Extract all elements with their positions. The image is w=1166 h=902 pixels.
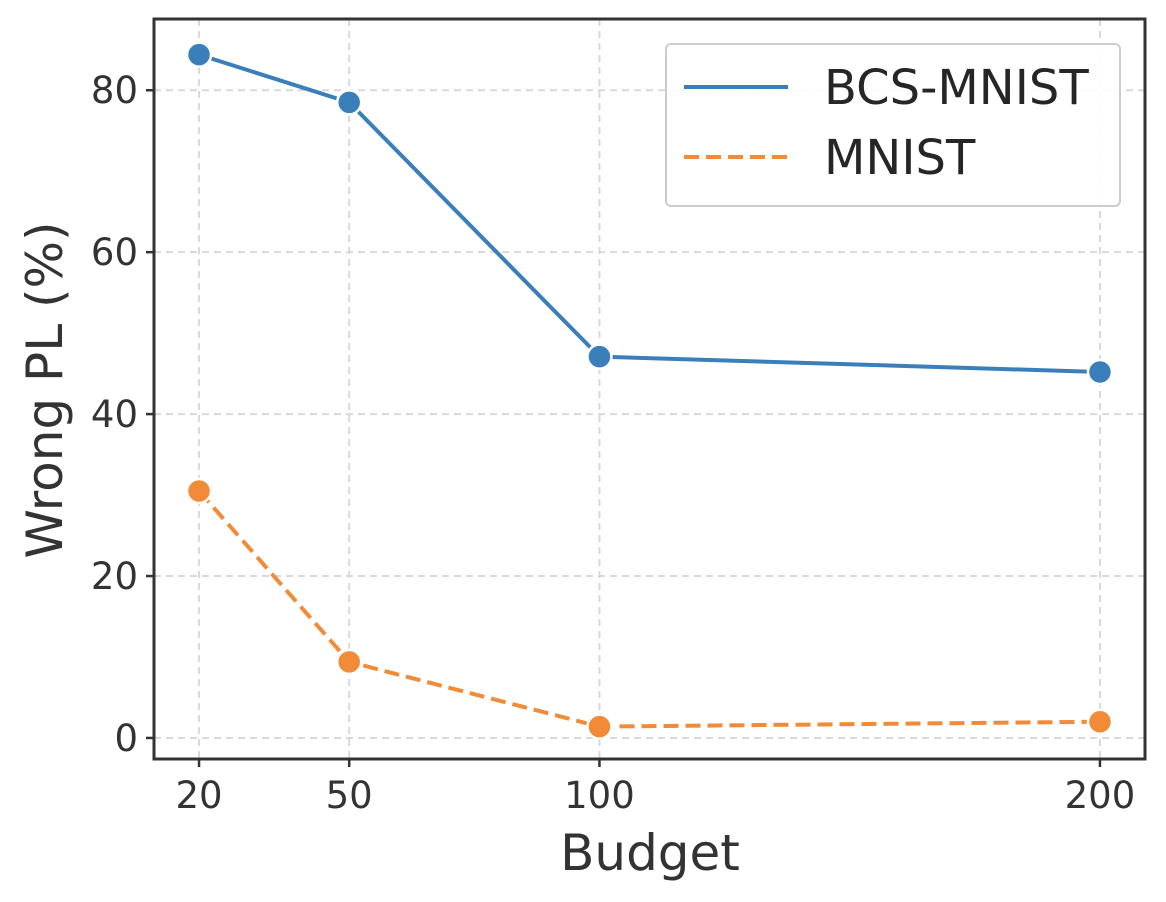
- data-point-bcs-mnist: [586, 343, 613, 370]
- y-tick-label: 60: [91, 231, 138, 274]
- plot-frame: [152, 17, 1147, 761]
- series-line-bcs-mnist: [198, 52, 1101, 374]
- series-mnist: [185, 477, 1114, 740]
- data-point-mnist: [1086, 708, 1114, 736]
- legend-label-mnist: MNIST: [824, 130, 976, 186]
- series-bcs-mnist: [185, 41, 1114, 386]
- x-tick-label: 50: [326, 774, 373, 817]
- y-tick-label: 20: [91, 555, 138, 598]
- series-line-mnist: [197, 489, 1100, 729]
- legend-box: [665, 43, 1121, 207]
- data-point-bcs-mnist: [1086, 358, 1114, 386]
- data-point-bcs-mnist: [335, 89, 363, 116]
- y-tick-label: 0: [114, 717, 138, 760]
- series-layer: [185, 41, 1114, 740]
- data-point-mnist: [335, 648, 363, 676]
- y-axis-label: Wrong PL (%): [16, 222, 74, 559]
- y-tick-label: 40: [91, 393, 138, 436]
- x-axis-label: Budget: [560, 824, 740, 882]
- data-point-bcs-mnist: [185, 41, 213, 68]
- y-axis-ticks: 0 20 40 60 80: [91, 69, 154, 760]
- legend-label-bcs-mnist: BCS-MNIST: [824, 60, 1089, 116]
- data-point-mnist: [185, 477, 213, 505]
- x-axis-ticks: 20 50 100 200: [175, 759, 1135, 817]
- legend: BCS-MNIST MNIST: [665, 43, 1121, 207]
- x-tick-label: 100: [564, 774, 635, 817]
- x-tick-label: 200: [1065, 774, 1136, 817]
- y-tick-label: 80: [91, 69, 138, 112]
- data-point-mnist: [586, 713, 613, 740]
- x-tick-label: 20: [175, 774, 222, 817]
